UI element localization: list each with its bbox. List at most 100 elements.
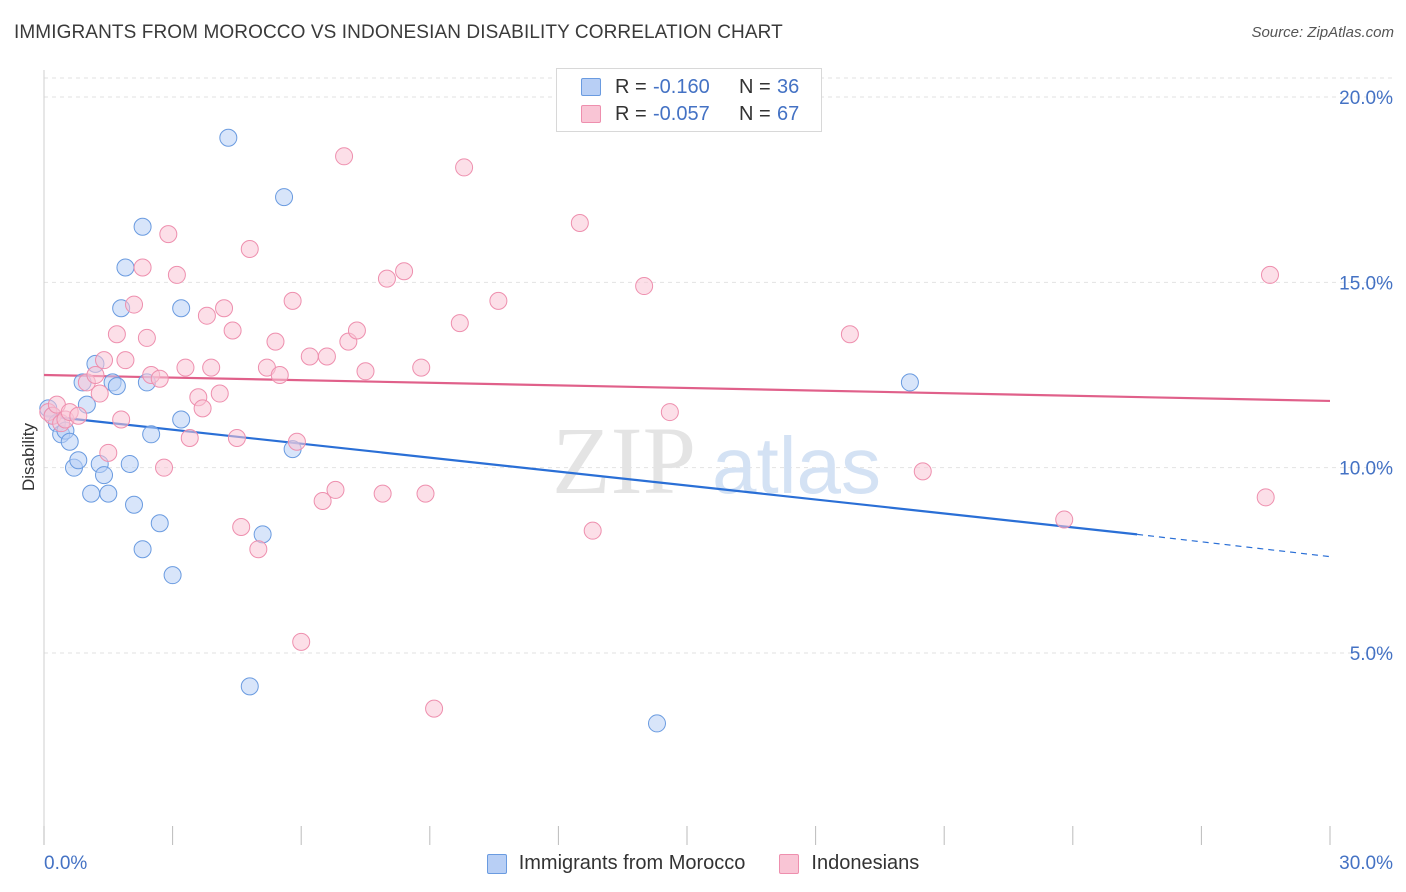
y-tick-label: 10.0% [1339, 459, 1393, 480]
data-point [197, 306, 216, 325]
data-point [155, 458, 174, 477]
data-point [176, 358, 195, 377]
data-point [660, 403, 679, 422]
n-label: N = [739, 75, 771, 98]
y-tick-label: 15.0% [1339, 273, 1393, 294]
data-point [416, 484, 435, 503]
source-credit: Source: ZipAtlas.com [1251, 24, 1394, 41]
data-point [570, 214, 589, 233]
axis-labels: 5.0% 10.0% 15.0% 20.0% 0.0% 30.0% Disability [19, 88, 1393, 874]
data-point [172, 410, 191, 429]
data-point [150, 514, 169, 533]
data-point [133, 540, 152, 559]
data-point [292, 632, 311, 651]
data-point [240, 239, 259, 258]
data-point [142, 425, 161, 444]
data-point [107, 377, 126, 396]
data-point [69, 451, 88, 470]
n-label: N = [739, 102, 771, 125]
x-tick-label: 30.0% [1339, 853, 1393, 874]
data-point [95, 351, 114, 370]
data-point [180, 429, 199, 448]
y-axis-title: Disability [19, 422, 38, 491]
data-point [455, 158, 474, 177]
x-tick-label: 0.0% [44, 853, 87, 874]
data-point [159, 225, 178, 244]
data-point [253, 525, 272, 544]
data-point [69, 406, 88, 425]
data-point [163, 566, 182, 585]
legend-item-morocco[interactable]: Immigrants from Morocco [486, 852, 746, 875]
data-point [133, 217, 152, 236]
r-label: R = [615, 102, 647, 125]
r-value: -0.057 [653, 102, 710, 125]
trend-extension-morocco [1137, 533, 1331, 558]
data-point [1256, 488, 1275, 507]
watermark-atlas: atlas [712, 421, 881, 510]
indonesians-swatch [581, 105, 601, 123]
y-tick-label: 20.0% [1339, 88, 1393, 109]
data-point [125, 295, 144, 314]
data-point [125, 495, 144, 514]
morocco-legend-label: Immigrants from Morocco [518, 852, 746, 874]
data-point [425, 699, 444, 718]
morocco-legend-swatch [486, 853, 507, 874]
chart-title: IMMIGRANTS FROM MOROCCO VS INDONESIAN DI… [14, 22, 783, 43]
data-point [112, 410, 131, 429]
y-tick-label: 5.0% [1350, 644, 1393, 665]
data-point [232, 517, 251, 536]
data-point [95, 466, 114, 485]
data-point [270, 366, 289, 384]
data-point [240, 677, 259, 696]
data-point [172, 299, 191, 318]
data-point [647, 714, 666, 733]
gridlines [44, 77, 1392, 654]
morocco-swatch [581, 78, 601, 96]
data-point [193, 399, 212, 418]
data-points [39, 128, 1279, 733]
data-point [116, 258, 135, 277]
trend-line-indonesians [43, 373, 1331, 403]
data-point [347, 321, 366, 340]
r-label: R = [615, 75, 647, 98]
data-point [210, 384, 229, 403]
data-point [82, 484, 101, 503]
legend-item-indonesians[interactable]: Indonesians [779, 852, 919, 875]
data-point [356, 362, 375, 381]
data-point [913, 462, 932, 481]
data-point [287, 432, 306, 451]
data-point [1055, 510, 1074, 529]
data-point [283, 291, 302, 310]
series-indonesians-points [39, 147, 1279, 718]
data-point [120, 454, 139, 473]
stats-legend: R = -0.160 N = 36 R = -0.057 N = 67 [556, 68, 822, 132]
watermark-zip: ZIP [552, 407, 696, 514]
axes [43, 70, 1331, 845]
data-point [249, 540, 268, 559]
data-point [215, 299, 234, 318]
data-point [137, 328, 156, 347]
stats-row-morocco: R = -0.160 N = 36 [581, 74, 799, 100]
data-point [133, 258, 152, 277]
data-point [373, 484, 392, 503]
data-point [326, 480, 345, 499]
data-point [395, 262, 414, 281]
data-point [150, 369, 169, 388]
data-point [167, 265, 186, 284]
data-point [1260, 265, 1279, 284]
trend-line-morocco [43, 414, 1138, 536]
data-point [219, 128, 238, 147]
data-point [583, 521, 602, 540]
indonesians-legend-label: Indonesians [811, 852, 920, 874]
indonesians-legend-swatch [779, 853, 800, 874]
data-point [840, 325, 859, 344]
n-value: 67 [777, 102, 800, 125]
data-point [300, 347, 319, 366]
data-point [60, 432, 79, 451]
data-point [107, 325, 126, 344]
data-point [202, 358, 221, 377]
data-point [317, 347, 336, 366]
r-value: -0.160 [653, 75, 710, 98]
data-point [90, 384, 109, 403]
